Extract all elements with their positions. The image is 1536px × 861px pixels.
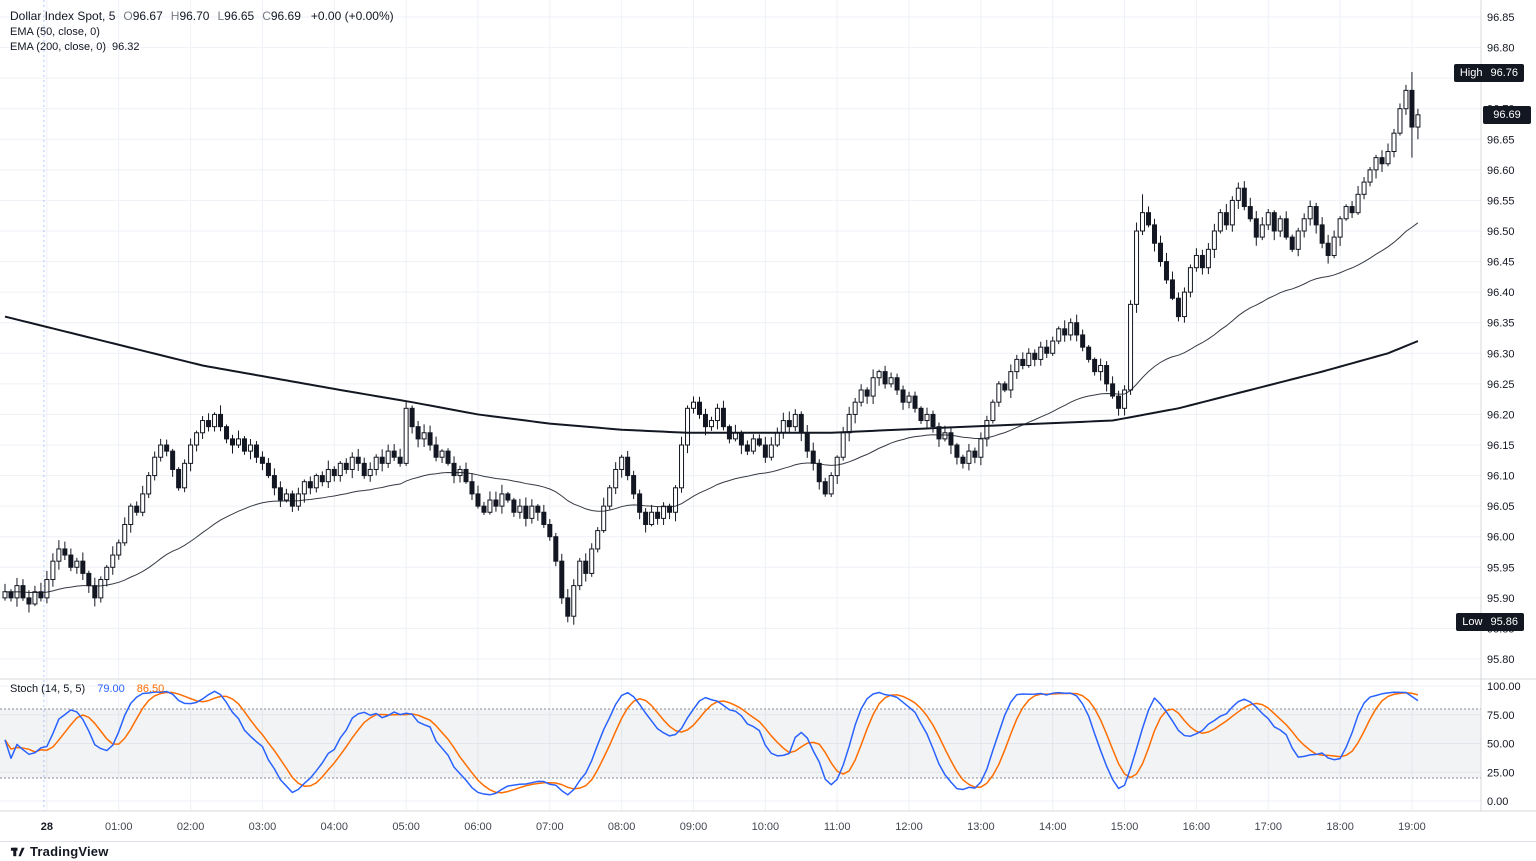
tradingview-logo-icon[interactable]	[10, 844, 25, 859]
ohlc-open: O96.67	[123, 9, 163, 23]
low-badge-label: Low	[1462, 616, 1483, 628]
svg-text:06:00: 06:00	[464, 821, 492, 833]
svg-text:96.45: 96.45	[1487, 257, 1515, 269]
svg-text:96.60: 96.60	[1487, 165, 1515, 177]
ema200-legend-row[interactable]: EMA (200, close, 0) 96.32	[10, 39, 394, 54]
svg-text:03:00: 03:00	[249, 821, 277, 833]
ema50-legend-row[interactable]: EMA (50, close, 0)	[10, 24, 394, 39]
svg-text:96.85: 96.85	[1487, 12, 1515, 24]
ohlc-close: C96.69	[262, 9, 301, 23]
svg-text:13:00: 13:00	[967, 821, 995, 833]
chart-canvas[interactable]: 96.8596.8096.7596.7096.6596.6096.5596.50…	[0, 0, 1536, 841]
svg-text:28: 28	[41, 821, 53, 833]
stoch-d-value: 86.50	[136, 682, 165, 695]
svg-text:08:00: 08:00	[608, 821, 636, 833]
svg-text:95.80: 95.80	[1487, 654, 1515, 666]
svg-text:96.30: 96.30	[1487, 348, 1515, 360]
svg-text:15:00: 15:00	[1111, 821, 1139, 833]
svg-text:09:00: 09:00	[680, 821, 708, 833]
svg-text:96.80: 96.80	[1487, 43, 1515, 55]
svg-text:01:00: 01:00	[105, 821, 133, 833]
tradingview-brand[interactable]: TradingView	[30, 844, 109, 859]
stoch-label: Stoch (14, 5, 5)	[10, 682, 86, 695]
time-axis[interactable]	[0, 811, 1481, 841]
svg-text:96.00: 96.00	[1487, 532, 1515, 544]
svg-text:100.00: 100.00	[1487, 681, 1521, 693]
stoch-k-value: 79.00	[97, 682, 125, 695]
ema50-label: EMA (50, close, 0)	[10, 25, 100, 38]
price-change: +0.00 (+0.00%)	[310, 9, 394, 23]
stoch-legend[interactable]: Stoch (14, 5, 5) 79.00 86.50	[10, 681, 164, 696]
high-price-badge: High 96.76	[1453, 64, 1524, 82]
footer-bar: TradingView	[0, 841, 1536, 861]
svg-text:0.00: 0.00	[1487, 796, 1508, 808]
symbol-legend-row[interactable]: Dollar Index Spot, 5 O96.67 H96.70 L96.6…	[10, 8, 394, 24]
last-price-badge: 96.69	[1483, 106, 1531, 124]
symbol-legend[interactable]: Dollar Index Spot, 5 O96.67 H96.70 L96.6…	[10, 8, 394, 54]
last-badge-value: 96.69	[1493, 109, 1521, 121]
svg-text:96.35: 96.35	[1487, 318, 1515, 330]
ohlc-high: H96.70	[170, 9, 210, 23]
svg-text:14:00: 14:00	[1039, 821, 1067, 833]
svg-text:11:00: 11:00	[824, 821, 851, 833]
ohlc-low: L96.65	[217, 9, 255, 23]
svg-text:05:00: 05:00	[392, 821, 420, 833]
svg-text:12:00: 12:00	[895, 821, 923, 833]
svg-text:18:00: 18:00	[1326, 821, 1354, 833]
svg-text:25.00: 25.00	[1487, 767, 1515, 779]
svg-text:96.25: 96.25	[1487, 379, 1515, 391]
svg-text:96.05: 96.05	[1487, 501, 1515, 513]
svg-text:50.00: 50.00	[1487, 739, 1515, 751]
high-badge-label: High	[1459, 67, 1483, 79]
high-badge-value: 96.76	[1490, 67, 1518, 79]
svg-text:16:00: 16:00	[1183, 821, 1211, 833]
svg-text:96.50: 96.50	[1487, 226, 1515, 238]
svg-text:96.65: 96.65	[1487, 134, 1515, 146]
svg-text:19:00: 19:00	[1398, 821, 1426, 833]
low-badge-value: 95.86	[1490, 616, 1518, 628]
svg-text:95.95: 95.95	[1487, 562, 1515, 574]
svg-text:02:00: 02:00	[177, 821, 205, 833]
low-price-badge: Low 95.86	[1456, 613, 1524, 631]
svg-text:10:00: 10:00	[752, 821, 780, 833]
svg-text:96.20: 96.20	[1487, 409, 1515, 421]
svg-text:96.15: 96.15	[1487, 440, 1515, 452]
symbol-title: Dollar Index Spot, 5	[10, 9, 116, 23]
svg-text:95.90: 95.90	[1487, 593, 1515, 605]
svg-text:07:00: 07:00	[536, 821, 564, 833]
ema200-value: 96.32	[112, 40, 140, 53]
svg-text:96.40: 96.40	[1487, 287, 1515, 299]
svg-text:96.10: 96.10	[1487, 471, 1515, 483]
svg-text:17:00: 17:00	[1254, 821, 1282, 833]
svg-text:96.55: 96.55	[1487, 195, 1515, 207]
svg-text:04:00: 04:00	[321, 821, 349, 833]
ema200-label: EMA (200, close, 0)	[10, 40, 106, 53]
svg-text:75.00: 75.00	[1487, 710, 1515, 722]
